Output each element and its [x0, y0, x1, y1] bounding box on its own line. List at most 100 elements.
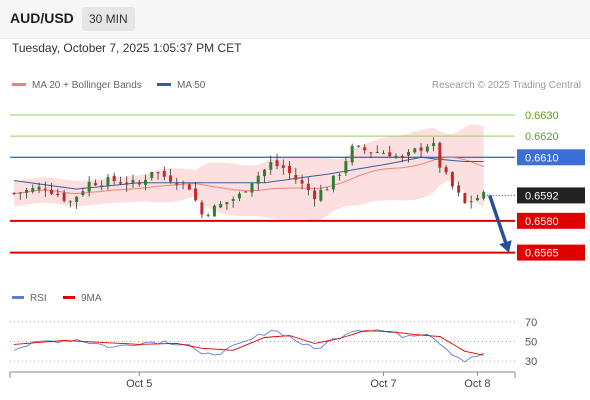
candle	[407, 149, 411, 163]
candle-body	[363, 147, 367, 151]
candle-body	[350, 146, 354, 163]
candle	[175, 177, 179, 190]
candle-body	[25, 189, 29, 193]
candle	[363, 144, 367, 155]
candle-body	[400, 155, 404, 158]
candle-body	[375, 152, 379, 154]
rsi-swatch	[12, 295, 24, 299]
candle	[31, 184, 35, 194]
candle-body	[106, 177, 110, 187]
candle	[162, 166, 166, 181]
candle-body	[118, 182, 122, 184]
candle-body	[263, 169, 266, 177]
rsi-line	[13, 329, 484, 363]
candle	[394, 153, 398, 159]
candle-body	[212, 205, 216, 217]
candle-body	[425, 146, 429, 152]
candle-body	[469, 201, 473, 203]
candle-body	[381, 153, 385, 155]
candle	[325, 187, 329, 191]
candle-body	[344, 161, 348, 174]
candle-body	[31, 188, 35, 192]
candle	[106, 174, 110, 190]
legend-9ma-label: 9MA	[81, 293, 102, 304]
candle	[469, 195, 473, 209]
candle	[56, 188, 60, 198]
level-tag-0.6580	[517, 212, 585, 229]
candle	[450, 171, 454, 190]
candle	[50, 182, 54, 196]
candle	[275, 153, 279, 170]
candle	[381, 150, 385, 155]
candle	[400, 154, 404, 163]
candle	[444, 164, 448, 175]
candle-body	[144, 179, 148, 185]
candle	[369, 151, 373, 158]
candle-body	[244, 191, 248, 193]
level-label-0.6580: 0.6580	[525, 216, 559, 228]
projection-arrow-shaft	[488, 194, 509, 248]
candle	[169, 168, 173, 184]
candle	[18, 191, 22, 200]
candle	[37, 182, 41, 194]
candle-body	[338, 174, 342, 176]
level-label-0.6630: 0.6630	[525, 110, 559, 122]
candle	[425, 144, 429, 153]
candle	[231, 196, 235, 208]
time-tick-label: Oct 5	[126, 378, 152, 390]
candle-body	[269, 162, 273, 170]
candle-body	[438, 142, 442, 168]
candle	[156, 171, 160, 180]
candle-body	[87, 181, 91, 192]
level-tag-0.6610	[517, 149, 585, 166]
candle	[419, 143, 423, 159]
rsi-tick-50: 50	[525, 336, 537, 348]
candle-body	[356, 145, 360, 147]
candle	[250, 183, 254, 197]
level-label-0.6620: 0.6620	[525, 131, 559, 143]
legend-rsi: RSI	[12, 293, 47, 304]
candle-body	[306, 183, 310, 191]
candle	[237, 191, 241, 202]
rsi-tick-70: 70	[525, 317, 537, 329]
candle-body	[463, 193, 467, 203]
candle	[482, 190, 486, 201]
candle-body	[288, 165, 292, 174]
candle-body	[100, 185, 104, 187]
candle-body	[325, 189, 329, 191]
candle-body	[444, 167, 448, 173]
legend-ma20: MA 20 + Bollinger Bands	[12, 80, 142, 91]
candle	[118, 176, 122, 185]
candle	[438, 141, 442, 173]
candle	[43, 181, 47, 197]
time-tick-label: Oct 7	[370, 378, 396, 390]
candle	[413, 147, 417, 154]
candle-body	[294, 174, 298, 180]
candle	[300, 174, 304, 190]
candle	[206, 213, 210, 218]
candle	[338, 173, 342, 181]
candle	[75, 196, 79, 209]
candle-body	[181, 182, 185, 184]
candle	[137, 179, 141, 188]
candle-body	[206, 214, 210, 216]
last-price-label: 0.6592	[525, 190, 559, 202]
candle-body	[187, 184, 191, 190]
level-tag-0.6565	[517, 244, 585, 261]
candle-body	[12, 193, 16, 195]
candle	[313, 187, 317, 207]
candle-body	[300, 180, 304, 184]
candle-body	[156, 172, 160, 174]
candle	[68, 200, 72, 208]
candle-body	[37, 186, 41, 190]
currency-pair-title: AUD/USD	[10, 10, 74, 26]
candle-body	[450, 172, 454, 187]
candle-body	[407, 151, 411, 156]
candle-body	[194, 188, 198, 201]
candle-body	[394, 155, 398, 158]
candle	[150, 171, 154, 181]
timeframe-button[interactable]: 30 MIN	[82, 7, 135, 31]
candle-body	[457, 185, 461, 193]
candle	[457, 181, 461, 197]
